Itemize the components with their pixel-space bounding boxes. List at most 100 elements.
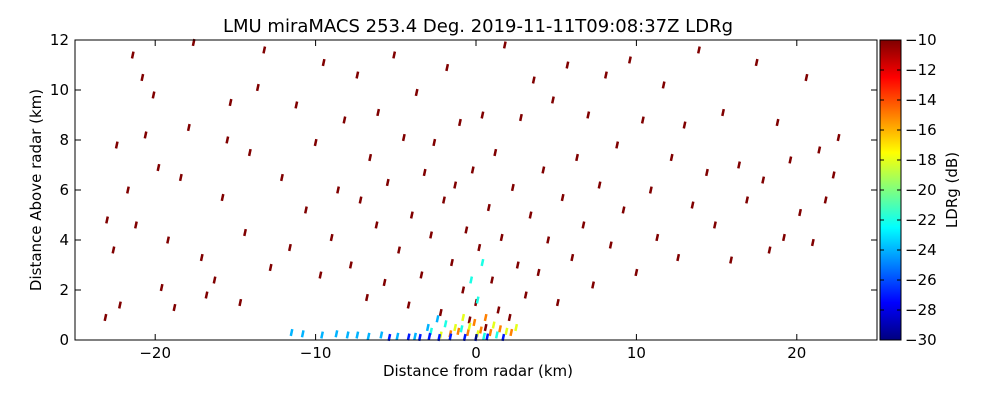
chart-title: LMU miraMACS 253.4 Deg. 2019-11-11T09:08… [223, 16, 733, 37]
data-point [413, 332, 417, 340]
data-point [342, 116, 347, 124]
data-point [555, 298, 560, 307]
data-point [509, 328, 514, 337]
data-point [368, 153, 373, 162]
data-point [247, 148, 252, 157]
data-point [336, 186, 341, 194]
y-axis-ticks: 0 2 4 6 8 10 12 [50, 31, 877, 349]
data-point [429, 231, 434, 239]
colorbar-tick-label: −24 [905, 241, 937, 259]
data-point [472, 318, 477, 327]
data-point [640, 116, 645, 124]
data-point [445, 63, 450, 72]
data-point [615, 141, 620, 149]
y-tick-label: 10 [50, 81, 69, 99]
data-point [172, 303, 177, 312]
x-tick-label: 20 [787, 344, 806, 362]
data-point [488, 328, 493, 337]
data-point [449, 258, 454, 267]
colorbar-tick-label: −26 [905, 271, 937, 289]
data-point [597, 181, 602, 189]
data-point [464, 226, 469, 234]
colorbar-ticks: −10 −12 −14 −16 −18 −20 −22 −24 −26 −28 −30 [880, 31, 937, 349]
colorbar-tick-label: −28 [905, 301, 937, 319]
data-point [565, 61, 570, 69]
y-tick-label: 12 [50, 31, 69, 49]
colorbar-tick-label: −10 [905, 31, 937, 49]
data-point [459, 325, 464, 333]
data-point [491, 321, 496, 329]
data-point [159, 283, 164, 292]
data-point [507, 313, 512, 322]
data-point [374, 221, 379, 229]
data-point [483, 323, 488, 332]
data-point [262, 46, 267, 54]
data-point [458, 118, 462, 127]
data-point [409, 211, 414, 219]
data-point [453, 323, 458, 332]
data-point [130, 51, 135, 59]
data-point [287, 243, 292, 252]
data-point [103, 313, 108, 322]
data-point [528, 211, 533, 219]
y-axis-label: Distance Above radar (km) [27, 89, 45, 291]
data-point [186, 123, 191, 132]
data-point [475, 296, 480, 304]
colorbar-tick-label: −22 [905, 211, 937, 229]
data-point [721, 108, 725, 117]
data-point [300, 330, 305, 338]
colorbar-tick-label: −16 [905, 121, 937, 139]
data-point [453, 181, 458, 189]
data-point [397, 246, 401, 254]
y-tick-label: 6 [59, 181, 69, 199]
data-point [480, 258, 485, 267]
y-tick-label: 0 [59, 331, 69, 349]
data-point [782, 233, 786, 242]
data-point [467, 322, 472, 330]
data-point [499, 233, 504, 242]
data-point [191, 38, 196, 47]
data-point [406, 333, 411, 341]
x-axis-ticks: −20 −10 0 10 20 [139, 40, 806, 362]
data-point [817, 146, 822, 154]
data-point [268, 263, 273, 272]
x-tick-label: 10 [627, 344, 646, 362]
data-point [125, 186, 130, 194]
data-point [490, 276, 494, 284]
data-point [385, 178, 390, 187]
data-point [355, 71, 360, 79]
data-point [608, 241, 613, 249]
data-point [425, 323, 430, 332]
data-point [294, 101, 299, 109]
data-point [690, 201, 695, 209]
x-tick-label: −10 [300, 344, 332, 362]
data-point [441, 196, 446, 204]
data-point [810, 238, 815, 247]
data-point [754, 58, 759, 67]
colorbar-tick-label: −20 [905, 181, 937, 199]
data-point [334, 330, 339, 338]
data-point [831, 171, 836, 179]
data-point [417, 333, 422, 342]
data-point [422, 168, 427, 177]
data-point [467, 316, 472, 324]
data-point [518, 113, 523, 122]
data-point [432, 138, 437, 147]
data-point [321, 58, 326, 67]
data-point [655, 233, 660, 242]
data-point [591, 281, 596, 289]
data-point [443, 320, 448, 328]
data-point [228, 98, 233, 107]
data-point [621, 206, 626, 214]
data-point [775, 118, 780, 127]
data-point [483, 313, 488, 322]
data-point [501, 333, 506, 342]
data-point [480, 111, 485, 119]
data-point [304, 206, 308, 214]
data-point [395, 332, 400, 340]
data-point [134, 221, 138, 229]
data-point [486, 203, 491, 212]
data-point [220, 193, 225, 202]
data-point [355, 331, 360, 339]
data-point [358, 196, 363, 204]
